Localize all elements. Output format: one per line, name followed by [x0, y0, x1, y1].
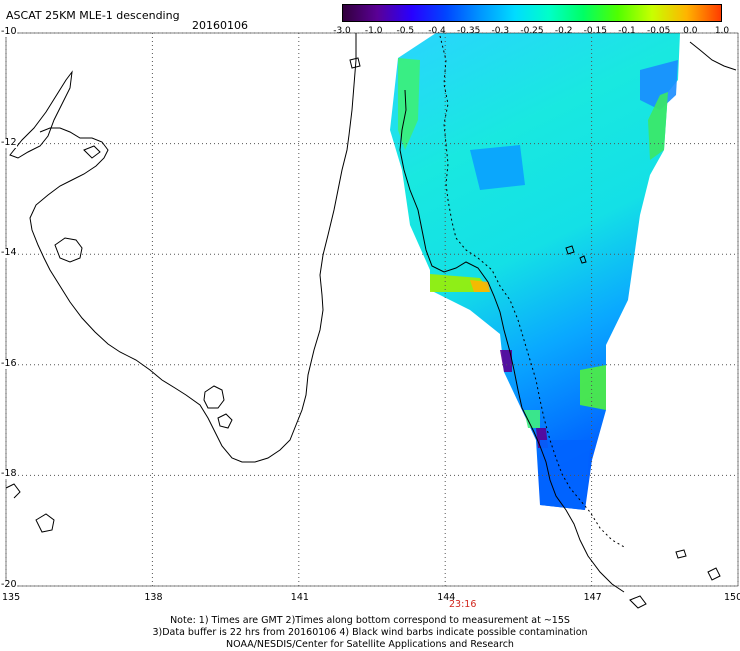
nw-outline: [83, 145, 101, 159]
graticule: [5, 32, 739, 587]
groote-eylandt: [54, 237, 83, 263]
colorbar-tick-label: -0.25: [520, 26, 544, 36]
colorbar-tick-label: -0.35: [457, 26, 481, 36]
barrier-reef: [439, 35, 627, 549]
colorbar-tick-label: -0.05: [647, 26, 671, 36]
patch-green-west: [398, 58, 420, 150]
x-tick-label: 135: [2, 592, 21, 603]
wellesley-islands: [203, 385, 225, 409]
patch-blue-center: [470, 145, 525, 190]
y-tick-label: -12: [1, 136, 17, 148]
coral-islet-5: [675, 549, 687, 559]
colorbar-tick-label: -0.15: [583, 26, 607, 36]
coral-islet-2: [579, 255, 587, 264]
coral-islet-4: [707, 567, 721, 581]
x-tick-label: 144: [437, 592, 456, 603]
x-tick-label: 147: [583, 592, 602, 603]
note-line-1: Note: 1) Times are GMT 2)Times along bot…: [170, 615, 570, 626]
sw-coast: [5, 483, 21, 499]
colorbar-ticks: -3.0 -1.0 -0.5 -0.4 -0.35 -0.3 -0.25 -0.2 -0.15 -…: [330, 26, 740, 38]
figure-date: 20160106: [192, 19, 248, 32]
data-swath: [390, 33, 680, 510]
coastline: [5, 33, 737, 609]
colorbar-tick-label: -1.0: [364, 26, 383, 36]
pass-time: 23:16: [449, 599, 477, 610]
coral-islet-1: [565, 245, 575, 255]
y-tick-label: -14: [1, 247, 17, 259]
patch-blue-south: [540, 440, 590, 510]
colorbar-tick-label: 1.0: [714, 26, 730, 36]
x-tick-label: 138: [144, 592, 163, 603]
colorbar: [342, 4, 722, 22]
colorbar-tick-label: -0.1: [618, 26, 636, 36]
colorbar-tick-label: 0.0: [683, 26, 698, 36]
colorbar-tick-label: -0.5: [396, 26, 415, 36]
y-tick-label: -10: [1, 26, 17, 37]
y-tick-label: -20: [1, 579, 17, 590]
y-tick-label: -18: [1, 468, 17, 480]
patch-green-east: [648, 92, 668, 160]
patch-green-small: [524, 410, 540, 428]
patch-blue-ne: [640, 60, 678, 110]
mornington-island: [217, 413, 233, 429]
y-tick-label: -16: [1, 357, 17, 369]
x-tick-label: 150: [724, 592, 740, 603]
cape-york-west-coast: [29, 33, 357, 463]
patch-green-south: [580, 365, 606, 410]
sw-islands: [35, 513, 55, 533]
colorbar-tick-label: -0.3: [491, 26, 510, 36]
colorbar-tick-label: -0.2: [554, 26, 573, 36]
colorbar-tick-label: -0.4: [428, 26, 446, 36]
colorbar-tick-label: -3.0: [333, 26, 351, 36]
note-line-3: NOAA/NESDIS/Center for Satellite Applica…: [226, 639, 514, 650]
notes-block: Note: 1) Times are GMT 2)Times along bot…: [0, 615, 740, 651]
small-island-nw: [349, 57, 361, 69]
western-islands: [9, 70, 73, 159]
patch-purple-1: [500, 350, 512, 372]
coral-islet-3: [629, 595, 647, 609]
patch-orange: [470, 280, 490, 292]
cape-york-east-coast: [399, 89, 625, 593]
x-tick-label: 141: [290, 592, 309, 603]
mle-data-layer: [390, 33, 680, 510]
note-line-2: 3)Data buffer is 22 hrs from 20160106 4)…: [152, 627, 588, 638]
png-coast: [689, 41, 737, 71]
figure-title: ASCAT 25KM MLE-1 descending: [6, 9, 180, 22]
